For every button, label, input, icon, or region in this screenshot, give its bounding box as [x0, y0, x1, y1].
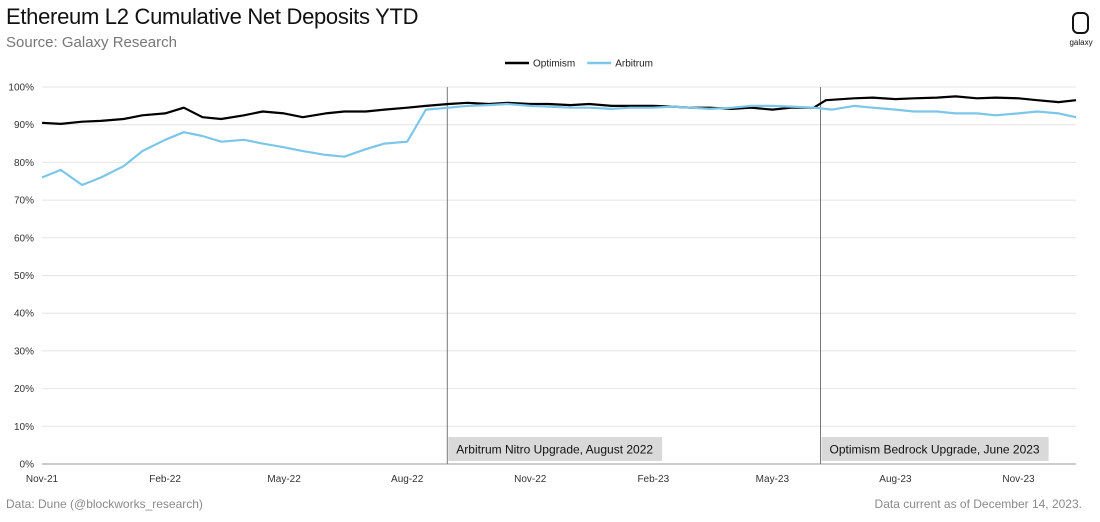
y-tick-label: 80% [14, 158, 34, 169]
x-tick-label: Aug-23 [879, 474, 912, 485]
y-tick-label: 100% [8, 83, 34, 94]
y-tick-label: 30% [14, 346, 34, 357]
line-chart: 0% 10% 20% 30% 40% 50% 60% 70% 80% 90% 100% Nov-21 F… [8, 59, 1077, 485]
series-line-arbitrum [41, 102, 1077, 187]
legend-label-optimism: Optimism [533, 59, 575, 70]
legend: Optimism Arbitrum [505, 59, 653, 70]
data-currency-note: Data current as of December 14, 2023. [874, 497, 1082, 511]
x-tick-label: Nov-23 [1002, 474, 1035, 485]
data-source-note: Data: Dune (@blockworks_research) [6, 497, 203, 511]
y-tick-label: 10% [14, 422, 34, 433]
chart-title: Ethereum L2 Cumulative Net Deposits YTD [6, 4, 419, 29]
x-tick-label: Nov-22 [514, 474, 547, 485]
legend-item-arbitrum: Arbitrum [587, 59, 653, 70]
annotation-label-text: Arbitrum Nitro Upgrade, August 2022 [456, 443, 653, 457]
y-tick-label: 40% [14, 309, 34, 320]
annotation-label: Arbitrum Nitro Upgrade, August 2022 [448, 437, 663, 461]
x-tick-label: May-23 [756, 474, 790, 485]
galaxy-logo: galaxy [1063, 12, 1099, 52]
annotation-label-text: Optimism Bedrock Upgrade, June 2023 [830, 443, 1040, 457]
y-tick-label: 60% [14, 233, 34, 244]
annotation-label-box [821, 437, 1049, 461]
y-tick-label: 0% [20, 460, 35, 471]
galaxy-logo-icon [1072, 12, 1089, 34]
annotation-label: Optimism Bedrock Upgrade, June 2023 [821, 437, 1049, 461]
x-tick-label: May-22 [267, 474, 301, 485]
legend-label-arbitrum: Arbitrum [615, 59, 653, 70]
y-tick-label: 20% [14, 384, 34, 395]
galaxy-logo-text: galaxy [1069, 38, 1093, 47]
y-tick-label: 90% [14, 120, 34, 131]
y-tick-label: 50% [14, 271, 34, 282]
series-line-optimism [41, 95, 1077, 125]
x-tick-label: Nov-21 [26, 474, 59, 485]
x-tick-label: Aug-22 [391, 474, 424, 485]
chart-subtitle: Source: Galaxy Research [6, 34, 177, 51]
x-tick-label: Feb-22 [149, 474, 181, 485]
annotation-label-box [448, 437, 663, 461]
legend-item-optimism: Optimism [505, 59, 575, 70]
x-tick-label: Feb-23 [637, 474, 669, 485]
y-tick-label: 70% [14, 196, 34, 207]
